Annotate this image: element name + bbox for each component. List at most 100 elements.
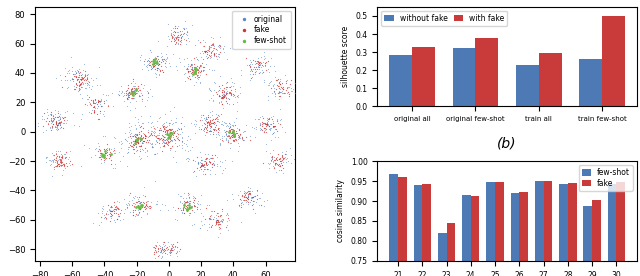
- Point: [221, 121, 231, 125]
- Point: [54, 121, 65, 126]
- Point: [136, 129, 147, 134]
- Point: [203, 162, 213, 166]
- Point: [211, 216, 221, 220]
- Point: [199, 222, 209, 227]
- Point: [45, 127, 56, 132]
- Point: [158, 240, 168, 244]
- Point: [145, 63, 156, 68]
- Point: [207, 42, 218, 46]
- Point: [97, 206, 107, 210]
- Point: [150, 152, 160, 156]
- Point: [207, 41, 218, 46]
- Point: [138, 138, 148, 143]
- Point: [275, 158, 285, 163]
- Point: [259, 78, 269, 82]
- Point: [152, 54, 163, 59]
- Point: [57, 84, 67, 89]
- Point: [269, 86, 279, 91]
- Point: [129, 151, 140, 156]
- Point: [189, 124, 200, 129]
- Point: [132, 140, 142, 144]
- Point: [221, 101, 232, 105]
- Point: [45, 124, 55, 129]
- Point: [154, 128, 164, 132]
- Point: [166, 31, 176, 35]
- Point: [79, 78, 90, 82]
- Point: [41, 160, 51, 164]
- Point: [55, 112, 65, 116]
- Point: [177, 130, 188, 134]
- Point: [263, 123, 273, 128]
- Point: [270, 127, 280, 131]
- Point: [248, 58, 259, 62]
- Point: [237, 138, 248, 142]
- Point: [146, 59, 156, 63]
- Point: [125, 140, 136, 144]
- Point: [54, 157, 64, 161]
- Point: [74, 124, 84, 128]
- Point: [113, 207, 123, 211]
- Point: [205, 217, 215, 221]
- Point: [184, 74, 195, 78]
- Point: [211, 117, 221, 121]
- Point: [46, 118, 56, 122]
- Point: [105, 219, 115, 223]
- Point: [97, 209, 107, 213]
- Point: [86, 110, 96, 115]
- Point: [79, 81, 90, 85]
- Point: [177, 200, 187, 205]
- Point: [133, 84, 143, 88]
- Point: [177, 34, 188, 38]
- Point: [42, 110, 52, 114]
- Point: [251, 69, 261, 73]
- Point: [202, 166, 212, 171]
- Point: [44, 119, 54, 123]
- Point: [163, 134, 173, 139]
- Point: [202, 119, 212, 124]
- Point: [167, 122, 177, 126]
- Point: [214, 219, 224, 224]
- Point: [273, 76, 284, 81]
- Point: [267, 91, 277, 95]
- Point: [220, 225, 230, 230]
- Point: [201, 49, 211, 53]
- Point: [106, 152, 116, 156]
- Point: [175, 206, 185, 211]
- Point: [193, 68, 203, 73]
- Point: [205, 125, 216, 129]
- Point: [264, 126, 274, 131]
- Point: [58, 161, 68, 166]
- Point: [156, 136, 166, 140]
- Point: [218, 95, 228, 100]
- Point: [125, 96, 136, 100]
- Point: [111, 206, 122, 211]
- Point: [157, 254, 167, 258]
- Point: [193, 202, 204, 206]
- Bar: [559, 184, 568, 276]
- Point: [193, 73, 203, 78]
- Point: [193, 198, 204, 203]
- Point: [198, 159, 209, 163]
- Point: [188, 62, 198, 66]
- Point: [275, 76, 285, 81]
- Point: [214, 43, 224, 47]
- Point: [129, 96, 140, 100]
- Point: [130, 142, 140, 147]
- Point: [149, 126, 159, 130]
- Point: [175, 132, 186, 136]
- Point: [149, 59, 159, 63]
- Point: [245, 200, 255, 205]
- Point: [209, 80, 220, 84]
- Point: [147, 133, 157, 137]
- Point: [166, 144, 177, 149]
- Point: [143, 127, 153, 132]
- Point: [131, 87, 141, 91]
- Point: [97, 211, 107, 216]
- Point: [159, 141, 170, 145]
- Point: [275, 163, 285, 168]
- Point: [129, 138, 140, 142]
- Point: [217, 95, 227, 99]
- Point: [102, 103, 113, 108]
- Point: [55, 116, 65, 121]
- Point: [160, 129, 170, 133]
